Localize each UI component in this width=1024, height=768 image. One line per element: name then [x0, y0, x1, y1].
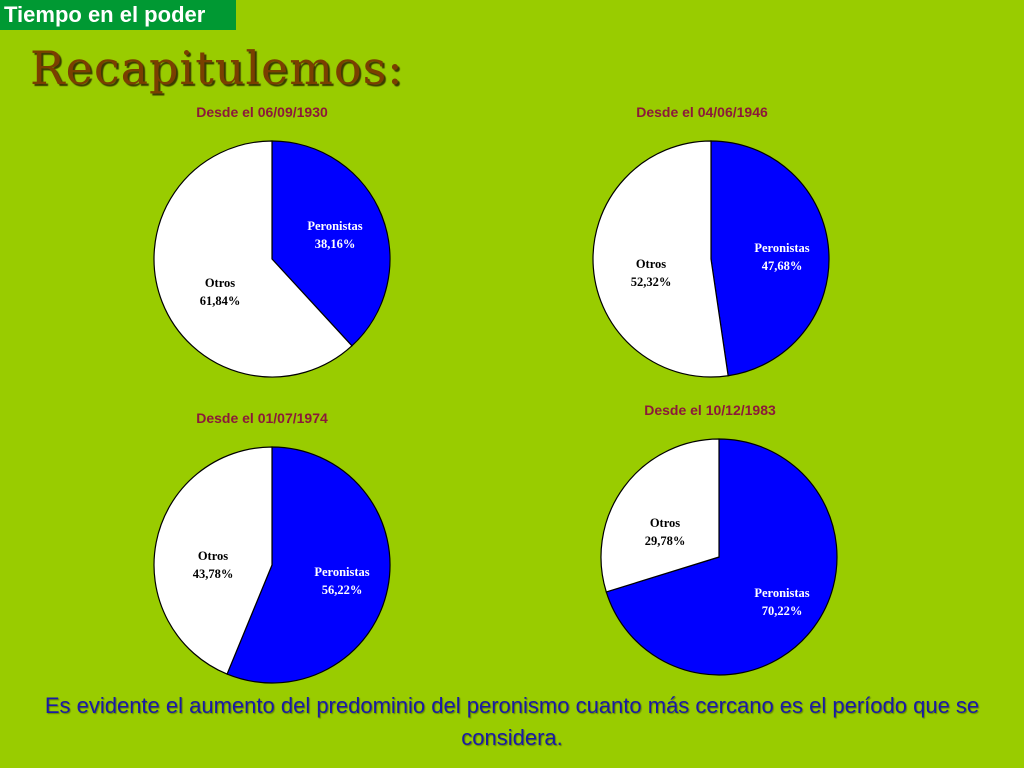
slice-label-name: Otros	[650, 516, 680, 530]
pie-chart-title: Desde el 04/06/1946	[636, 104, 768, 120]
pie-slice-otros	[153, 140, 353, 378]
pie-slice-peronistas	[226, 446, 391, 684]
pie-slice-peronistas	[271, 140, 391, 347]
slide-title: Recapitulemos:	[30, 41, 404, 95]
pie-chart-title: Desde el 06/09/1930	[196, 104, 328, 120]
pie-chart: Desde el 10/12/1983 Peronistas 70,22% Otros…	[600, 402, 838, 676]
slice-label-value: 29,78%	[645, 534, 686, 548]
conclusion-text: Es evidente el aumento del predominio de…	[44, 693, 980, 750]
pie-slice-otros	[600, 438, 720, 593]
pie-chart-title: Desde el 01/07/1974	[196, 410, 328, 426]
slice-label-value: 43,78%	[193, 567, 234, 581]
slice-label-name: Peronistas	[307, 219, 362, 233]
slice-label-name: Peronistas	[314, 565, 369, 579]
slice-label-name: Peronistas	[754, 586, 809, 600]
slice-label-name: Peronistas	[754, 241, 809, 255]
pie-chart: Desde el 01/07/1974 Peronistas 56,22% Otros…	[153, 410, 391, 684]
pie-slice-peronistas	[710, 140, 830, 377]
slice-label-name: Otros	[205, 276, 235, 290]
pie-slice-otros	[153, 446, 273, 675]
slice-label-value: 52,32%	[631, 275, 672, 289]
pie-chart: Desde el 06/09/1930 Peronistas 38,16% Otros…	[153, 104, 391, 378]
slice-label-value: 47,68%	[762, 259, 803, 273]
slice-label-value: 56,22%	[322, 583, 363, 597]
pie-chart-title: Desde el 10/12/1983	[644, 402, 776, 418]
pie-chart: Desde el 04/06/1946 Peronistas 47,68% Otros…	[592, 104, 830, 378]
slice-label-value: 38,16%	[315, 237, 356, 251]
slice-label-name: Otros	[636, 257, 666, 271]
slice-label-value: 70,22%	[762, 604, 803, 618]
pie-slice-otros	[592, 140, 729, 378]
section-tag: Tiempo en el poder	[0, 0, 236, 30]
slice-label-value: 61,84%	[200, 294, 241, 308]
slice-label-name: Otros	[198, 549, 228, 563]
pie-slice-peronistas	[605, 438, 838, 676]
